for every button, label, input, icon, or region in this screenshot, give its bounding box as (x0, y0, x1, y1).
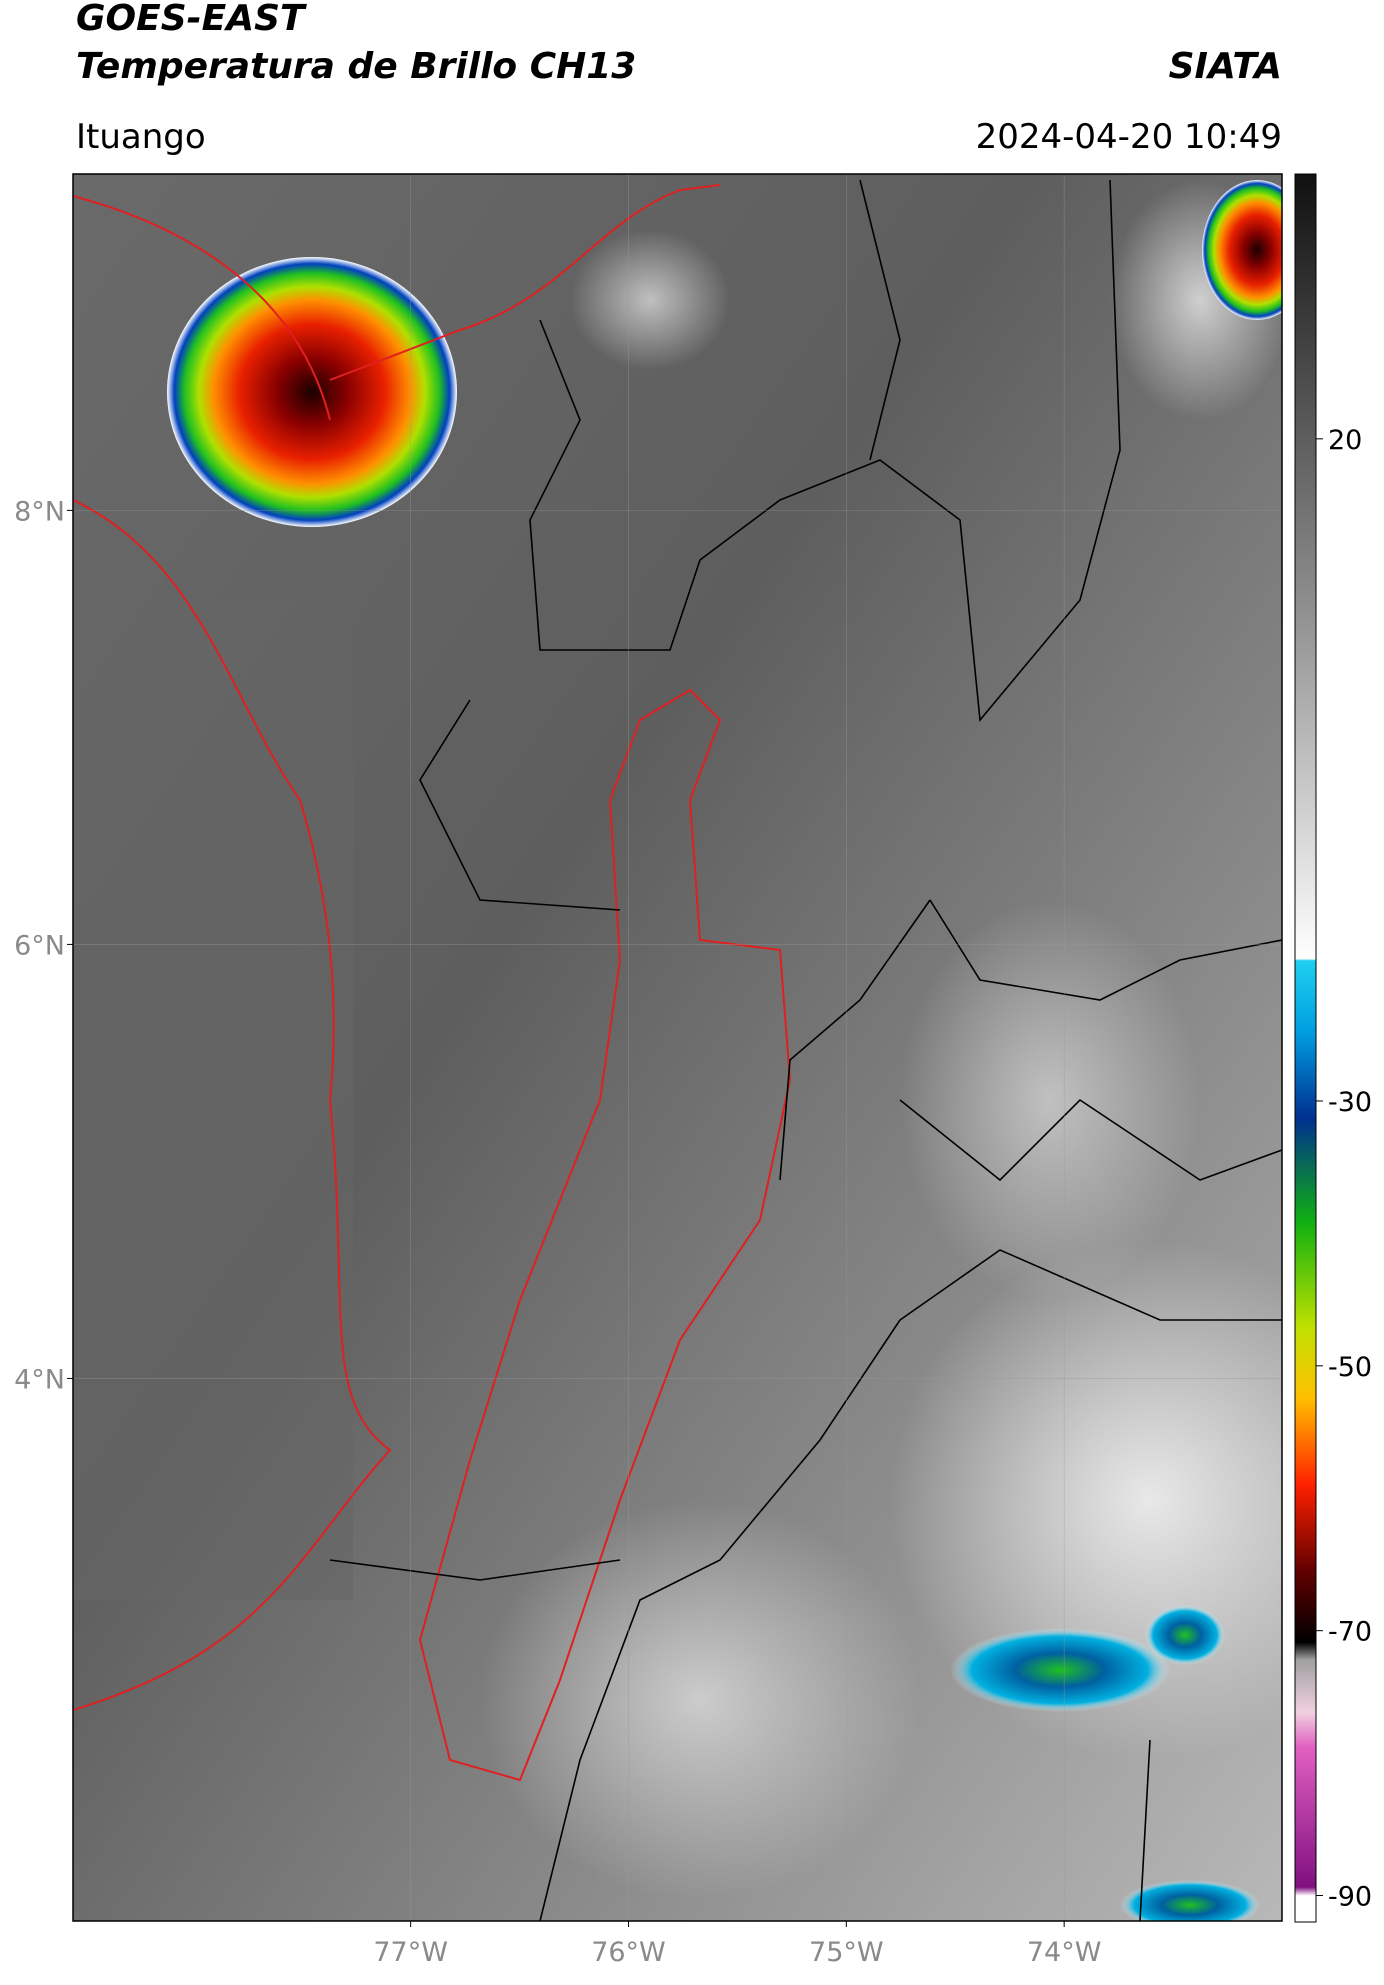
subtitle: Temperatura de Brillo CH13 (76, 46, 636, 87)
colorbar (1294, 173, 1317, 1923)
graticule (73, 174, 1282, 1921)
lon-tick-label: 74°W (1027, 1937, 1102, 1968)
colorbar-tick-label: -30 (1328, 1087, 1372, 1118)
source: SIATA (1169, 46, 1282, 87)
lat-tick-label: 4°N (14, 1364, 65, 1395)
lat-tick-label: 6°N (14, 930, 65, 961)
colorbar-tick-label: -50 (1328, 1352, 1372, 1383)
colorbar-tick-label: 20 (1328, 425, 1362, 456)
colorbar-tick-label: -70 (1328, 1617, 1372, 1648)
map-image (73, 174, 1282, 1921)
title: GOES-EAST (76, 0, 307, 39)
lon-tick-label: 77°W (373, 1937, 448, 1968)
lon-tick-label: 76°W (591, 1937, 666, 1968)
datetime: 2024-04-20 10:49 (976, 117, 1282, 157)
lon-tick-label: 75°W (809, 1937, 884, 1968)
map-frame (72, 173, 1283, 1922)
lat-tick-label: 8°N (14, 496, 65, 527)
region: Ituango (76, 117, 206, 157)
colorbar-tick-label: -90 (1328, 1882, 1372, 1913)
